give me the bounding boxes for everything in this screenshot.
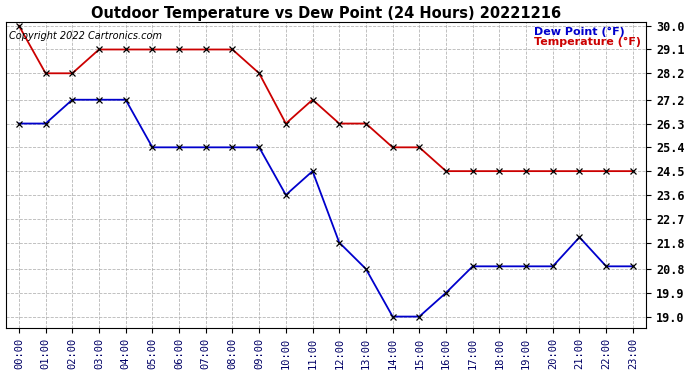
Text: Copyright 2022 Cartronics.com: Copyright 2022 Cartronics.com bbox=[9, 31, 161, 41]
Title: Outdoor Temperature vs Dew Point (24 Hours) 20221216: Outdoor Temperature vs Dew Point (24 Hou… bbox=[91, 6, 561, 21]
Legend: Dew Point (°F), Temperature (°F): Dew Point (°F), Temperature (°F) bbox=[529, 23, 645, 52]
